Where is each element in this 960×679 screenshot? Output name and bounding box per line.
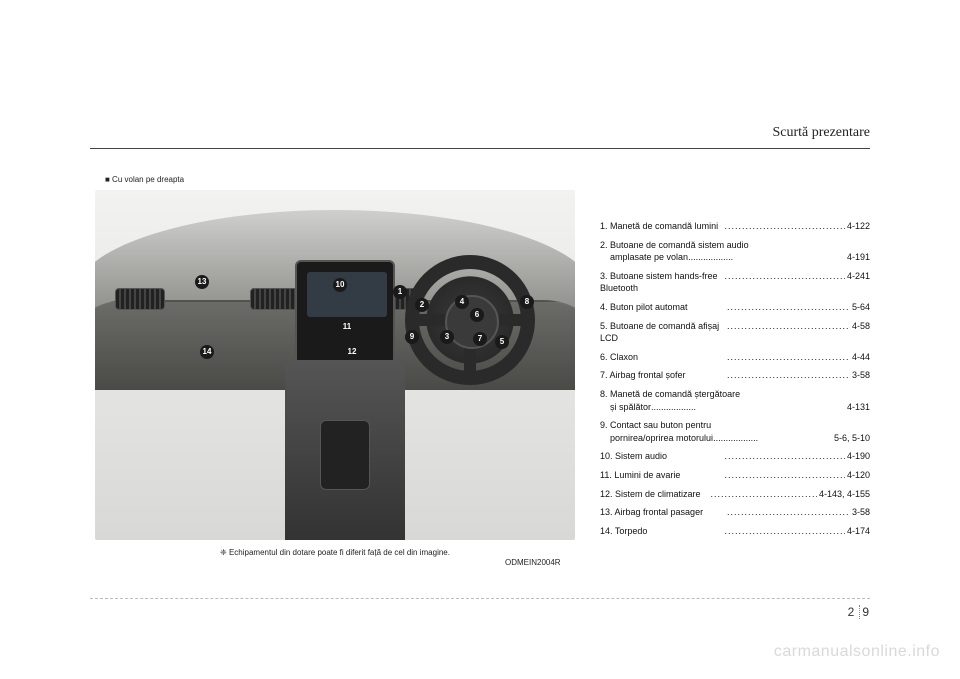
gear-shifter [320, 420, 370, 490]
legend-item-8: 8. Manetă de comandă ștergătoareși spălă… [600, 388, 870, 413]
callout-bubble-9: 9 [405, 330, 419, 344]
callout-bubble-8: 8 [520, 295, 534, 309]
callout-bubble-2: 2 [415, 298, 429, 312]
callout-bubble-10: 10 [333, 278, 347, 292]
steering-wheel [405, 255, 535, 385]
steering-spoke-v [464, 320, 476, 371]
section-title: Scurtă prezentare [772, 125, 870, 141]
callout-bubble-6: 6 [470, 308, 484, 322]
legend-item-11: 11. Lumini de avarie ...................… [600, 469, 870, 482]
vent-center-left [250, 288, 300, 310]
callout-bubble-3: 3 [440, 330, 454, 344]
legend-item-6: 6. Claxon ..............................… [600, 351, 870, 364]
legend-item-1: 1. Manetă de comandă lumini ............… [600, 220, 870, 233]
legend-item-12: 12. Sistem de climatizare ..............… [600, 488, 870, 501]
callout-bubble-5: 5 [495, 335, 509, 349]
callout-bubble-11: 11 [340, 320, 354, 334]
page-section: 2 [848, 605, 861, 619]
center-tunnel [285, 360, 405, 540]
figure-image-code: ODMEIN2004R [505, 558, 561, 567]
callout-bubble-14: 14 [200, 345, 214, 359]
figure-caption-top: ■ Cu volan pe dreapta [105, 175, 184, 184]
legend-list: 1. Manetă de comandă lumini ............… [600, 220, 870, 543]
legend-item-4: 4. Buton pilot automat .................… [600, 301, 870, 314]
vent-left [115, 288, 165, 310]
watermark: carmanualsonline.info [774, 643, 940, 661]
footer-rule [90, 598, 870, 599]
figure-caption-bottom: ❈ Echipamentul din dotare poate fi difer… [95, 548, 575, 557]
legend-item-3: 3. Butoane sistem hands-free Bluetooth .… [600, 270, 870, 295]
legend-item-9: 9. Contact sau buton pentrupornirea/opri… [600, 419, 870, 444]
legend-item-2: 2. Butoane de comandă sistem audioamplas… [600, 239, 870, 264]
page-number: 29 [848, 605, 870, 619]
infotainment-screen [307, 272, 387, 317]
legend-item-10: 10. Sistem audio .......................… [600, 450, 870, 463]
legend-item-13: 13. Airbag frontal pasager .............… [600, 506, 870, 519]
callout-bubble-1: 1 [393, 285, 407, 299]
callout-bubble-4: 4 [455, 295, 469, 309]
legend-item-7: 7. Airbag frontal șofer ................… [600, 369, 870, 382]
legend-item-14: 14. Torpedo ............................… [600, 525, 870, 538]
page-num-value: 9 [862, 605, 870, 619]
dashboard-figure: 1234567891011121314 [95, 190, 575, 540]
title-rule [90, 148, 870, 149]
callout-bubble-13: 13 [195, 275, 209, 289]
callout-bubble-7: 7 [473, 332, 487, 346]
callout-bubble-12: 12 [345, 345, 359, 359]
legend-item-5: 5. Butoane de comandă afișaj LCD .......… [600, 320, 870, 345]
